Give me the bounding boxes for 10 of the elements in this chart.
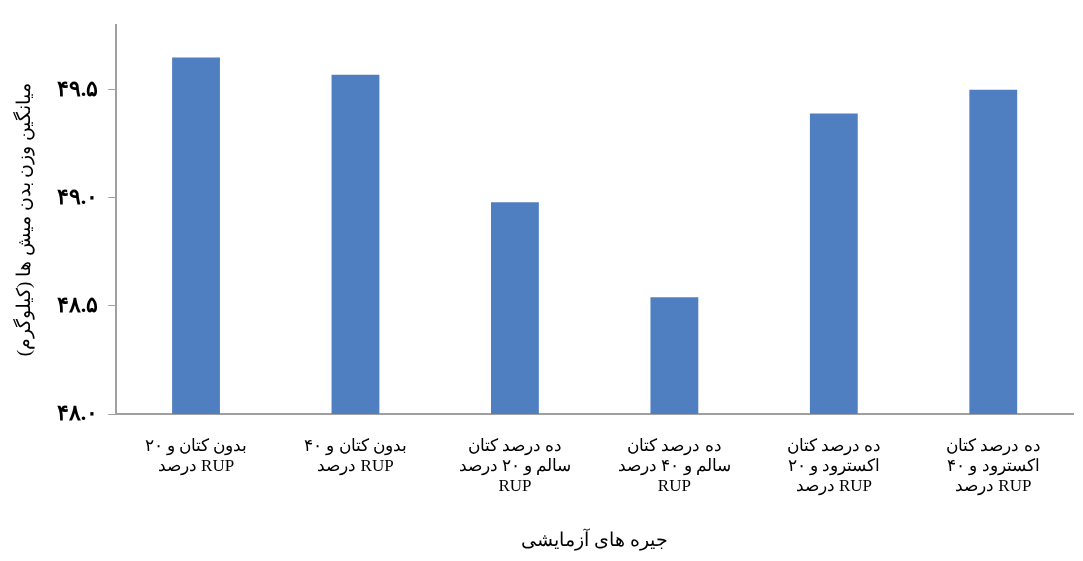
x-tick-label: بدون کتان و ۴۰ درصد RUP bbox=[304, 435, 407, 477]
y-tick-label: ۴۹.۰ bbox=[56, 183, 99, 209]
x-axis-title: جیره های آزمایشی bbox=[521, 527, 668, 551]
y-tick-label: ۴۹.۵ bbox=[56, 75, 99, 101]
y-tick-label: ۴۸.۰ bbox=[56, 399, 99, 425]
x-tick-label: ده درصد کتان اکسترود و ۴۰ درصد RUP bbox=[946, 435, 1041, 497]
y-tick-label: ۴۸.۵ bbox=[56, 291, 99, 317]
x-tick-label: بدون کتان و ۲۰ درصد RUP bbox=[144, 435, 248, 477]
x-tick-label: ده درصد کتان اکسترود و ۲۰ درصد RUP bbox=[786, 435, 882, 497]
y-axis-title: میانگین وزن بدن میش ها (کیلوگرم) bbox=[12, 82, 36, 357]
